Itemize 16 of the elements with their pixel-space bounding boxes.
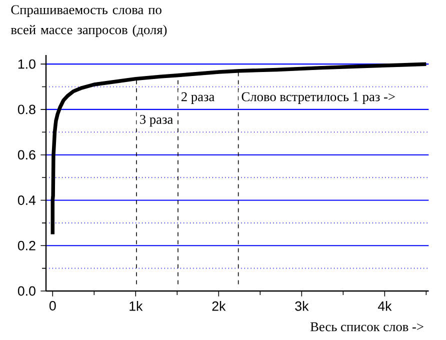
y-tick-label: 0.8 — [18, 104, 36, 114]
y-axis-title: Спрашиваемость слова по всей массе запросов (доля) — [10, 5, 167, 37]
x-axis-title: Весь список слов -> — [310, 322, 424, 332]
x-tick-label: 4k — [378, 301, 392, 311]
y-tick-label: 1.0 — [18, 59, 36, 69]
y-tick-label: 0.2 — [18, 240, 36, 250]
y-tick-label: 0.4 — [18, 196, 36, 205]
ref-line-label: Слово встретилось 1 раз -> — [242, 92, 395, 104]
y-tick-label: 0.0 — [18, 286, 36, 296]
x-tick-label: 3k — [295, 301, 309, 311]
ref-line-label: 2 раза — [182, 92, 214, 104]
x-tick-label: 1k — [130, 301, 143, 311]
x-tick-label: 0 — [49, 301, 56, 310]
y-tick-label: 0.6 — [18, 150, 36, 160]
ref-line-label: 3 раза — [140, 114, 173, 127]
x-tick-label: 2k — [212, 301, 226, 311]
